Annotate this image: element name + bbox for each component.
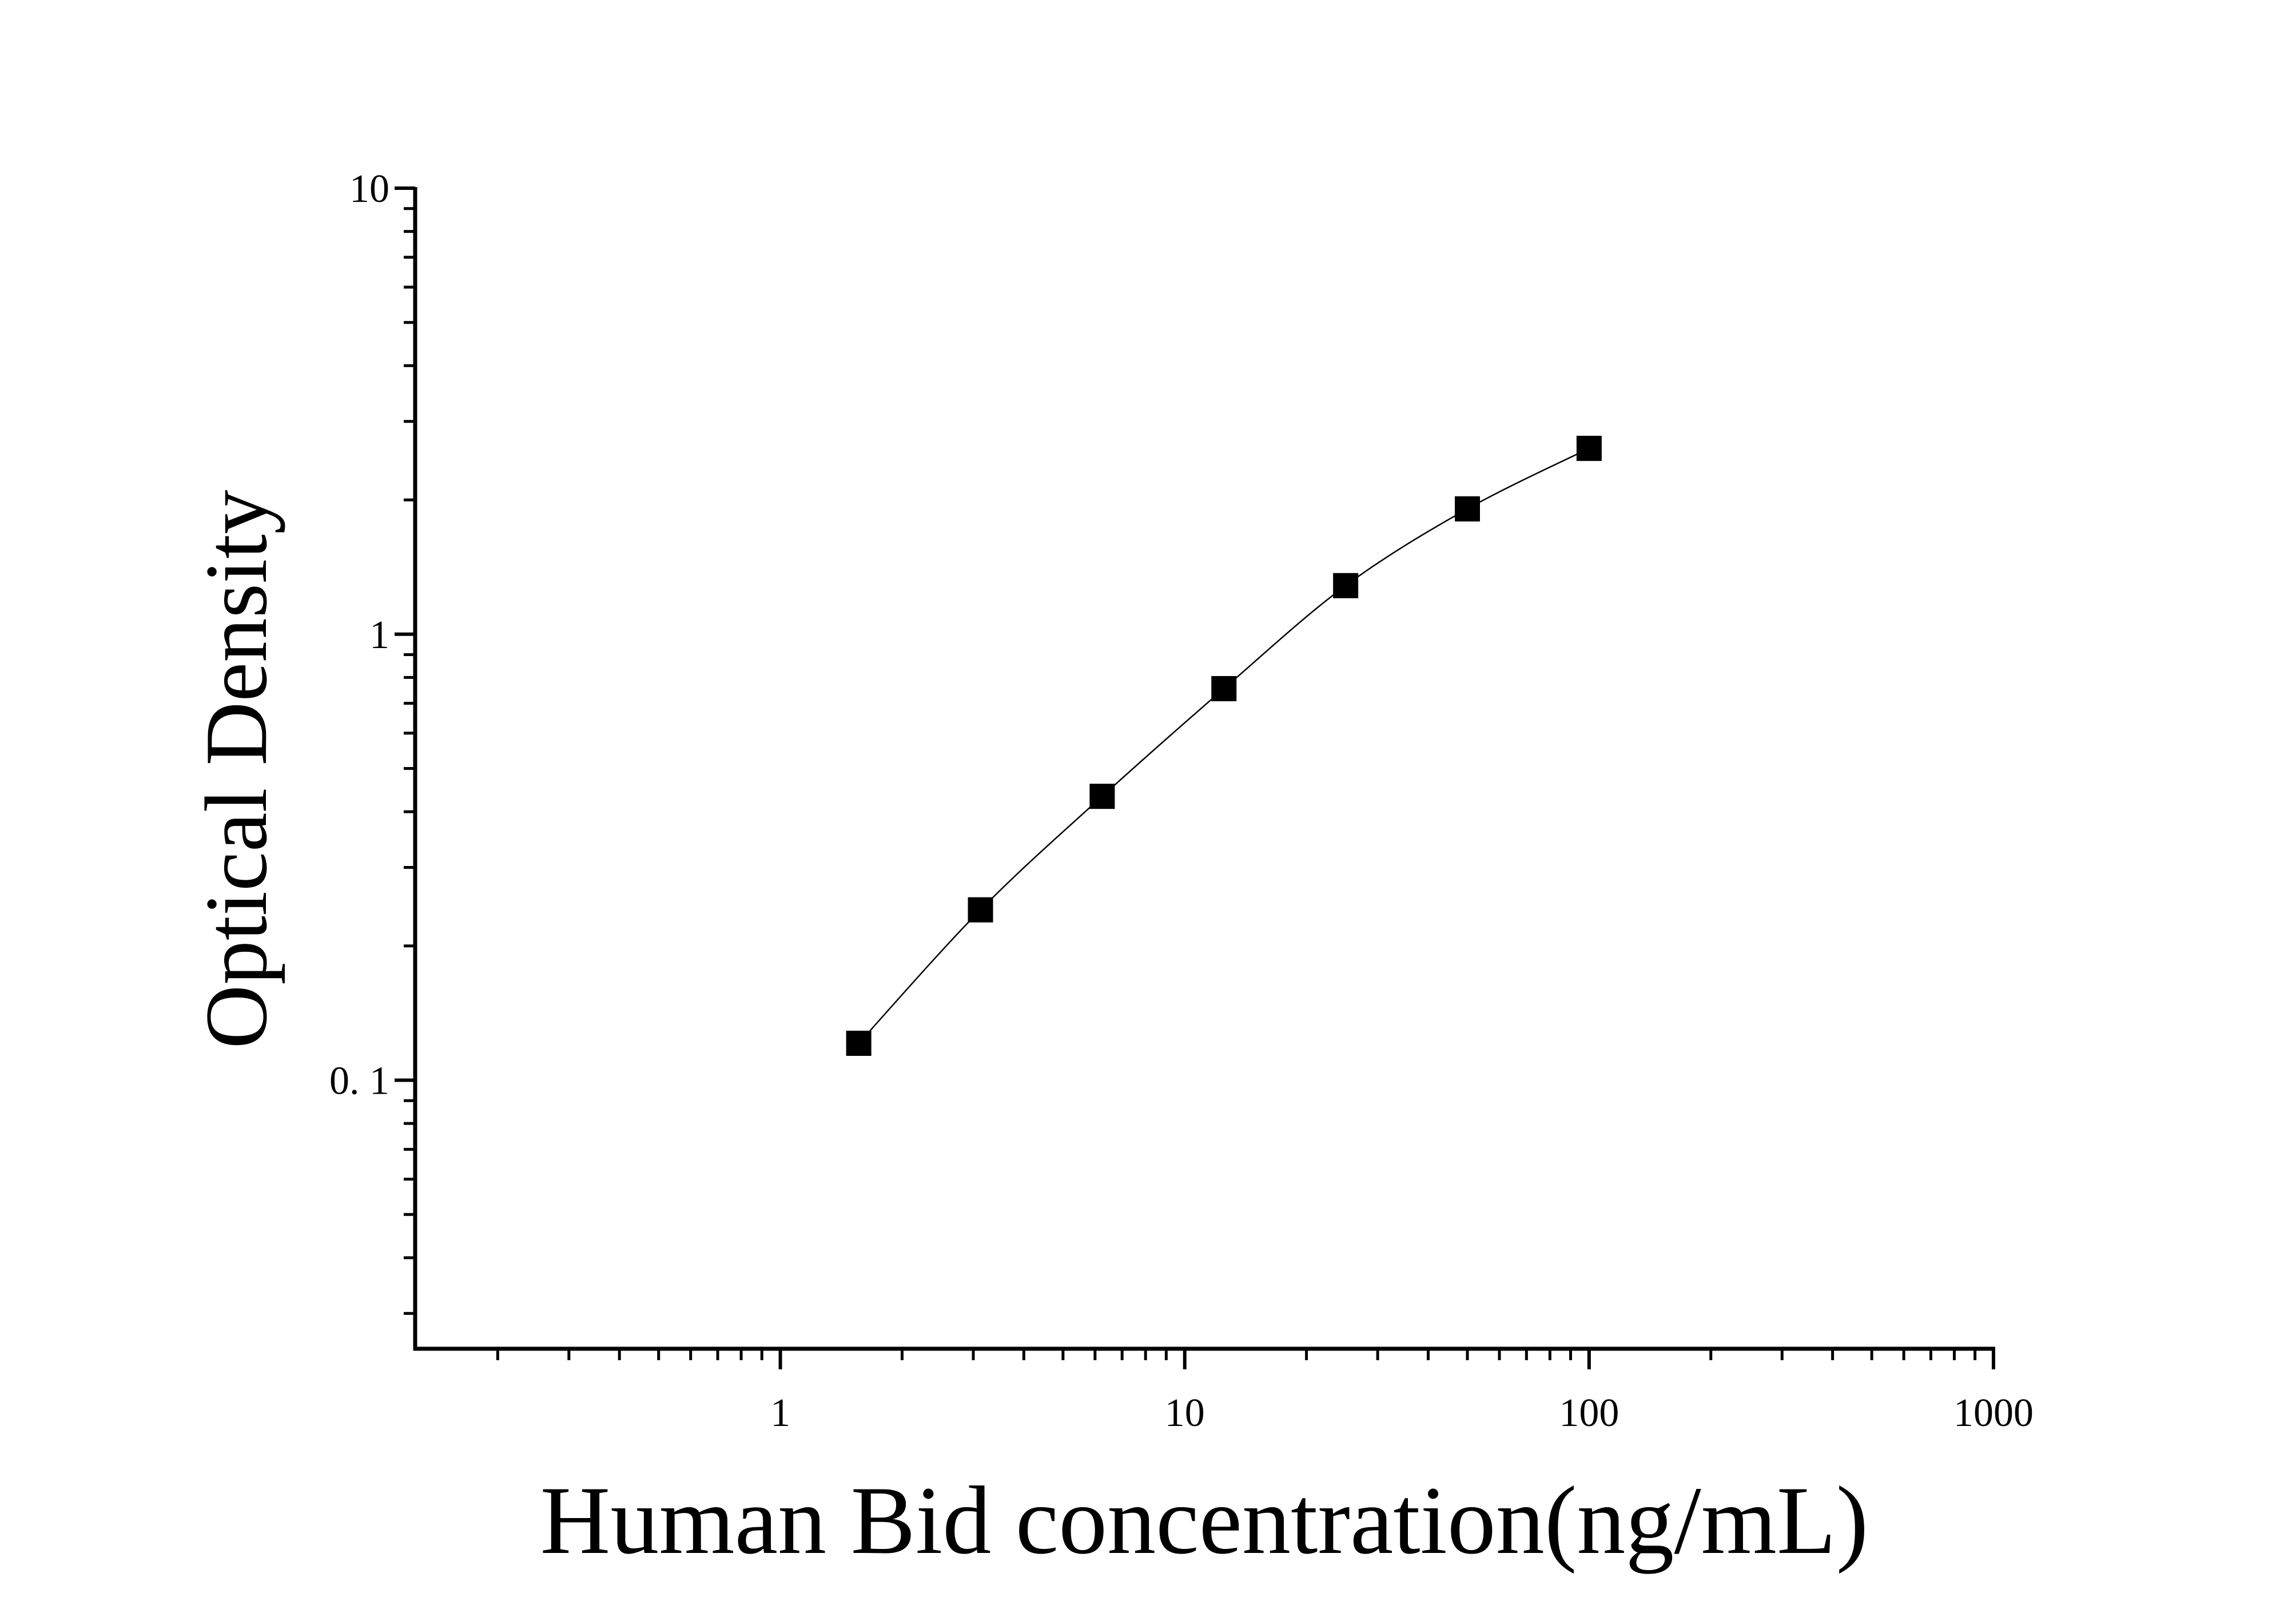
x-tick-label: 10 <box>1165 1391 1205 1435</box>
x-tick-label: 100 <box>1559 1391 1619 1435</box>
data-point <box>1576 435 1602 461</box>
x-tick-label: 1000 <box>1953 1391 2034 1435</box>
axes <box>413 187 1995 1351</box>
data-point <box>846 1030 872 1056</box>
data-point <box>1089 784 1115 809</box>
data-point <box>1211 676 1237 701</box>
y-tick-label: 1 <box>369 613 389 657</box>
data-points <box>846 435 1602 1056</box>
ticks <box>395 186 1995 1369</box>
y-tick-label: 0. 1 <box>329 1059 389 1103</box>
y-tick-label: 10 <box>349 167 389 211</box>
data-point <box>968 897 993 923</box>
data-point <box>1455 496 1480 522</box>
tick-labels: 1 10 100 1000 0. 1 1 10 <box>329 167 2034 1435</box>
y-axis-label: Optical Density <box>187 490 285 1048</box>
x-axis-label: Human Bid concentration(ng/mL) <box>540 1467 1869 1574</box>
fit-curve <box>858 447 1590 1044</box>
data-point <box>1333 573 1359 598</box>
x-tick-label: 1 <box>770 1391 790 1435</box>
